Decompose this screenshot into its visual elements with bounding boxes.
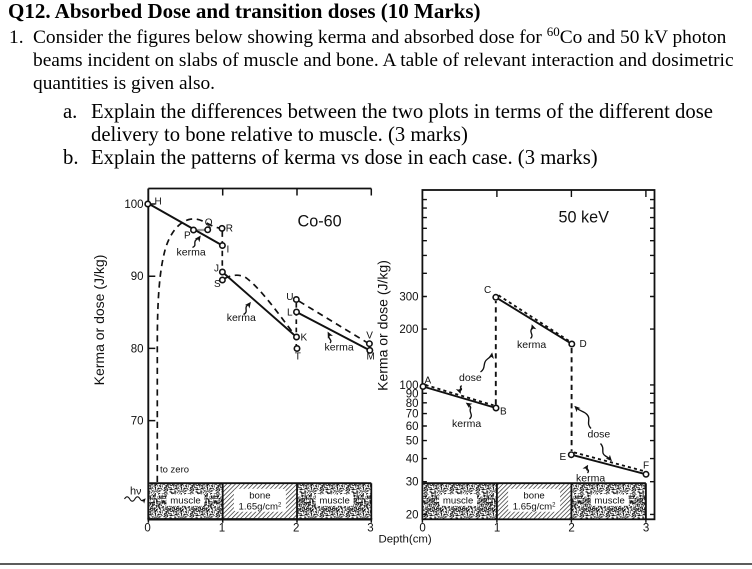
svg-text:kerma: kerma (177, 247, 206, 259)
svg-text:2: 2 (293, 523, 299, 535)
svg-text:90: 90 (131, 271, 144, 283)
svg-text:to zero: to zero (160, 465, 189, 476)
svg-text:kerma: kerma (576, 473, 605, 485)
svg-text:bone: bone (249, 491, 270, 502)
svg-text:L: L (287, 308, 293, 319)
svg-text:20: 20 (406, 509, 419, 521)
svg-text:30: 30 (406, 477, 419, 489)
svg-text:E: E (560, 452, 567, 463)
svg-text:dose: dose (459, 372, 482, 384)
svg-text:Q: Q (205, 217, 213, 228)
svg-text:P: P (184, 231, 191, 242)
svg-text:50 keV: 50 keV (559, 208, 610, 226)
svg-text:F: F (643, 461, 649, 472)
svg-text:kerma: kerma (517, 339, 546, 351)
svg-text:300: 300 (399, 292, 418, 304)
svg-text:muscle: muscle (594, 496, 624, 507)
svg-text:3: 3 (643, 523, 649, 535)
svg-text:40: 40 (406, 454, 419, 466)
svg-text:hν: hν (130, 486, 141, 498)
svg-text:1: 1 (494, 523, 500, 535)
svg-text:K: K (301, 333, 308, 344)
svg-text:muscle: muscle (443, 496, 473, 507)
svg-text:kerma: kerma (227, 312, 256, 324)
svg-text:I: I (227, 245, 230, 256)
svg-text:2: 2 (568, 523, 574, 535)
svg-text:muscle: muscle (170, 496, 200, 507)
svg-text:100: 100 (399, 380, 418, 392)
svg-text:bone: bone (523, 491, 544, 502)
svg-text:A: A (425, 376, 432, 387)
svg-text:S: S (214, 279, 221, 290)
svg-text:Kerma or dose (J/kg): Kerma or dose (J/kg) (91, 255, 107, 386)
svg-text:1.65g/cm2: 1.65g/cm2 (513, 502, 556, 513)
svg-text:70: 70 (131, 416, 144, 428)
svg-text:1.65g/cm2: 1.65g/cm2 (238, 502, 281, 513)
svg-text:90: 90 (406, 388, 419, 400)
svg-text:kerma: kerma (325, 342, 354, 354)
svg-text:Co-60: Co-60 (298, 212, 342, 230)
svg-text:70: 70 (406, 409, 419, 421)
svg-text:60: 60 (406, 421, 419, 433)
svg-text:D: D (580, 339, 587, 350)
svg-text:R: R (226, 224, 233, 235)
svg-text:J: J (214, 264, 219, 275)
svg-text:Kerma or dose (J/kg): Kerma or dose (J/kg) (375, 260, 391, 391)
svg-text:M: M (367, 352, 375, 363)
svg-text:Depth(cm): Depth(cm) (379, 534, 432, 546)
svg-text:muscle: muscle (319, 496, 349, 507)
svg-text:V: V (366, 331, 373, 342)
svg-text:0: 0 (419, 523, 425, 535)
svg-text:50: 50 (406, 436, 419, 448)
svg-text:100: 100 (124, 199, 143, 211)
svg-text:H: H (155, 197, 162, 208)
svg-text:dose: dose (588, 429, 611, 441)
svg-text:T: T (295, 352, 301, 363)
svg-text:C: C (484, 285, 491, 296)
svg-text:U: U (286, 292, 293, 303)
svg-text:kerma: kerma (452, 418, 481, 430)
svg-text:1: 1 (219, 523, 225, 535)
svg-text:B: B (500, 407, 507, 418)
svg-text:3: 3 (367, 523, 373, 535)
svg-text:0: 0 (144, 523, 150, 535)
svg-text:80: 80 (406, 398, 419, 410)
svg-text:200: 200 (399, 324, 418, 336)
svg-text:80: 80 (131, 343, 144, 355)
